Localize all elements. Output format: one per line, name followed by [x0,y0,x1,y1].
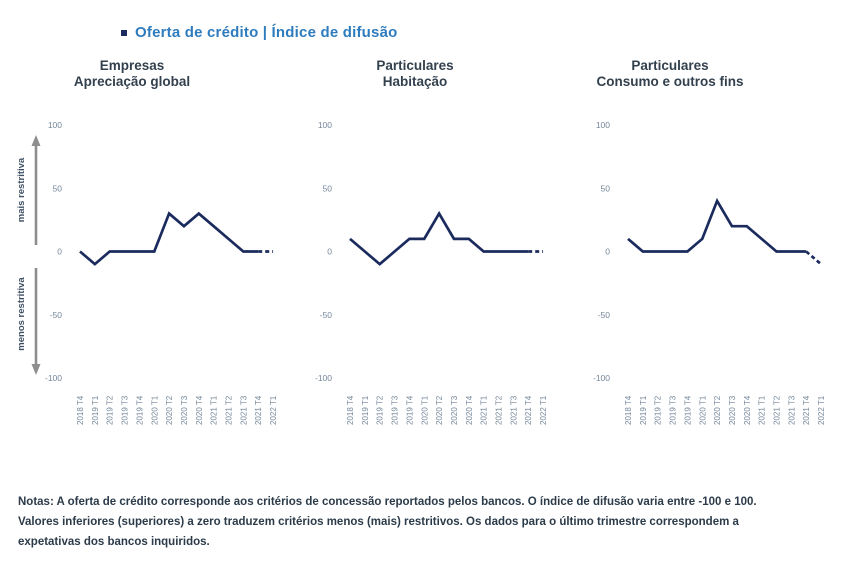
x-tick-label: 2021 T3 [239,395,248,425]
x-tick-label: 2021 T1 [480,395,489,425]
x-tick-label: 2019 T3 [121,395,130,425]
legend: Oferta de crédito | Índice de difusão [121,24,397,41]
x-tick-label: 2020 T2 [165,395,174,425]
y-tick-label: 0 [57,247,62,257]
y-tick-label: -100 [315,373,332,383]
x-tick-label: 2019 T1 [639,395,648,425]
y-tick-label: 100 [318,120,332,130]
more-restrictive-label: mais restritiva [16,157,27,222]
notes-line-1: Notas: A oferta de crédito corresponde a… [18,496,757,508]
panel-1-title-line1: Empresas [99,58,165,73]
x-tick-label: 2021 T1 [758,395,767,425]
y-tick-label: -50 [50,310,63,320]
more-restrictive-arrow-icon [31,135,41,245]
restrictiveness-arrows: mais restritiva menos restritiva [16,135,41,375]
x-tick-label: 2019 T2 [654,395,663,425]
x-tick-label: 2018 T4 [346,395,355,425]
panel-1-title: Empresas Apreciação global [74,58,190,90]
panel-3-title-line1: Particulares [631,58,709,73]
x-tick-label: 2020 T1 [420,395,429,425]
x-tick-label: 2020 T4 [465,395,474,425]
less-restrictive-label: menos restritiva [16,277,27,351]
panel-2-title: Particulares Habitação [376,58,453,90]
x-tick-label: 2019 T4 [683,395,692,425]
x-tick-label: 2018 T4 [624,395,633,425]
notes-line-3: expetativas dos bancos inquiridos. [18,536,210,548]
panel-2-title-line1: Particulares [376,58,454,73]
panel-2-plot: 100 50 0 -50 -100 2018 T4 2019 T1 2019 T2 2019 T… [315,120,548,425]
y-tick-label: -50 [320,310,333,320]
y-tick-label: 50 [53,183,63,193]
x-tick-label: 2020 T3 [180,395,189,425]
x-tick-label: 2021 T4 [524,395,533,425]
y-tick-label: 50 [601,183,611,193]
x-tick-label: 2021 T4 [254,395,263,425]
panel-3-title-line2: Consumo e outros fins [596,74,744,89]
x-tick-label: 2020 T4 [195,395,204,425]
panel-3-title: Particulares Consumo e outros fins [596,58,743,90]
y-tick-label: 0 [327,247,332,257]
x-tick-label: 2018 T4 [76,395,85,425]
x-tick-label: 2019 T3 [669,395,678,425]
y-tick-label: -100 [593,373,610,383]
x-tick-label: 2019 T3 [391,395,400,425]
chart-notes: Notas: A oferta de crédito corresponde a… [18,492,838,552]
x-tick-label: 2019 T2 [376,395,385,425]
x-tick-label: 2020 T2 [713,395,722,425]
x-tick-label: 2020 T2 [435,395,444,425]
legend-label: Oferta de crédito | Índice de difusão [135,24,398,41]
x-tick-label: 2019 T1 [91,395,100,425]
x-tick-label: 2020 T1 [698,395,707,425]
panel-3-plot: 100 50 0 -50 -100 2018 T4 2019 T1 2019 T2 2019 T… [593,120,826,425]
y-tick-label: 100 [596,120,610,130]
x-tick-label: 2021 T2 [773,395,782,425]
x-tick-label: 2019 T4 [405,395,414,425]
x-tick-label: 2020 T1 [150,395,159,425]
x-tick-label: 2019 T2 [106,395,115,425]
expectation-segment [805,250,822,266]
x-tick-label: 2021 T2 [225,395,234,425]
x-tick-label: 2019 T4 [135,395,144,425]
x-tick-label: 2020 T3 [728,395,737,425]
y-tick-label: 0 [605,247,610,257]
series-line [79,211,259,266]
panel-1-title-line2: Apreciação global [73,74,191,89]
y-tick-label: -100 [45,373,62,383]
x-tick-label: 2022 T1 [269,395,278,425]
x-tick-label: 2020 T4 [743,395,752,425]
x-tick-label: 2021 T2 [495,395,504,425]
x-tick-label: 2022 T1 [539,395,548,425]
y-tick-label: -50 [598,310,611,320]
series-legend-marker-icon [121,29,127,36]
x-tick-label: 2021 T1 [210,395,219,425]
notes-line-2: Valores inferiores (superiores) a zero t… [18,516,739,528]
x-tick-label: 2021 T4 [802,395,811,425]
y-tick-label: 50 [323,183,333,193]
series-line [627,197,807,253]
x-tick-label: 2019 T1 [361,395,370,425]
x-tick-label: 2022 T1 [817,395,826,425]
y-tick-label: 100 [48,120,62,130]
x-tick-label: 2021 T3 [509,395,518,425]
x-tick-label: 2020 T3 [450,395,459,425]
panel-2-title-line2: Habitação [382,74,448,89]
x-tick-label: 2021 T3 [787,395,796,425]
panel-1-plot: 100 50 0 -50 -100 2018 T4 2019 T1 2019 T2 2019 T… [45,120,278,425]
less-restrictive-arrow-icon [31,268,41,375]
series-line [349,210,529,266]
